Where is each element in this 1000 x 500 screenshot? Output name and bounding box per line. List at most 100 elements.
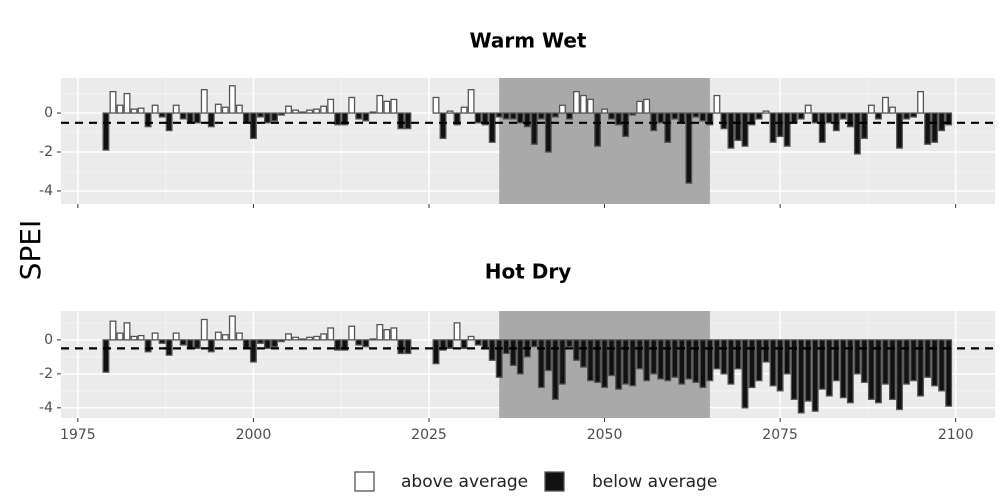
bar	[362, 339, 370, 348]
bar	[165, 339, 173, 356]
bar	[516, 112, 524, 124]
bar	[874, 112, 882, 120]
bar	[924, 112, 932, 145]
bar	[137, 334, 145, 341]
panel-title: Hot Dry	[485, 260, 572, 284]
bar	[544, 339, 552, 372]
bar	[804, 104, 812, 114]
bar	[889, 106, 896, 114]
bar	[776, 339, 784, 392]
bar	[355, 112, 363, 120]
bar	[158, 339, 166, 344]
bar	[572, 90, 580, 114]
bar	[264, 339, 271, 350]
bar	[235, 104, 243, 114]
legend-swatch	[544, 471, 565, 492]
bar	[320, 105, 328, 114]
bar	[271, 339, 278, 348]
bar	[629, 112, 637, 116]
bar	[390, 327, 398, 341]
bar	[130, 108, 138, 114]
bar	[467, 335, 475, 341]
bar	[945, 339, 953, 407]
bar	[348, 96, 356, 114]
bar	[186, 339, 194, 350]
bar	[348, 325, 356, 341]
bar	[762, 339, 770, 363]
bar	[601, 339, 609, 389]
bar	[910, 339, 917, 382]
bar	[587, 98, 594, 114]
bar	[130, 335, 138, 341]
bar	[551, 339, 559, 400]
x-tick-label: 2075	[762, 427, 798, 443]
bar	[306, 336, 314, 341]
bar	[207, 112, 215, 128]
bar	[825, 339, 833, 397]
bar	[530, 112, 538, 145]
bar	[727, 339, 735, 385]
bar	[341, 112, 349, 126]
bar	[558, 339, 566, 385]
bar	[102, 112, 110, 151]
bar	[509, 339, 517, 366]
bar	[474, 112, 482, 124]
bar	[636, 100, 644, 114]
bar	[446, 339, 454, 350]
bar	[720, 112, 728, 130]
bar	[678, 339, 686, 385]
bar	[825, 112, 833, 124]
bar	[657, 339, 665, 380]
bar	[945, 112, 953, 126]
y-tick-label: -4	[39, 400, 53, 416]
bar	[285, 105, 292, 114]
bar	[734, 112, 742, 141]
bar	[699, 112, 707, 122]
bar	[530, 339, 538, 348]
bar	[713, 339, 721, 370]
bar	[797, 339, 805, 414]
bar	[811, 339, 819, 412]
bar	[608, 339, 616, 377]
bar	[264, 112, 271, 124]
x-tick-label: 2050	[587, 427, 623, 443]
bar	[179, 339, 187, 346]
bar	[565, 112, 573, 120]
bar	[741, 339, 749, 409]
bar	[376, 94, 384, 114]
bar	[313, 335, 321, 341]
bar	[671, 339, 679, 378]
bar	[832, 339, 840, 382]
bar	[404, 112, 412, 130]
bar	[186, 112, 194, 124]
bar	[221, 334, 229, 341]
bar	[523, 112, 531, 128]
bar	[594, 112, 601, 147]
bar	[292, 336, 300, 341]
bar	[228, 315, 236, 341]
bar	[565, 339, 573, 348]
bar	[924, 339, 932, 378]
bar	[629, 339, 637, 387]
bar	[692, 339, 700, 383]
bar	[123, 92, 131, 114]
bar	[720, 339, 728, 375]
bar	[685, 112, 693, 184]
bar	[481, 112, 489, 126]
x-tick-label: 1975	[60, 427, 96, 443]
bar	[790, 112, 798, 124]
legend-label: below average	[592, 472, 717, 492]
bar	[551, 112, 559, 118]
bar	[818, 112, 826, 143]
bar	[214, 331, 222, 341]
bar	[439, 339, 447, 351]
bar	[657, 112, 665, 124]
bar	[917, 339, 925, 397]
bar	[256, 339, 264, 344]
bar	[839, 339, 847, 399]
bar	[313, 108, 321, 114]
bar	[783, 112, 791, 147]
bar	[839, 112, 847, 120]
bar	[558, 104, 566, 114]
bar	[741, 112, 749, 147]
